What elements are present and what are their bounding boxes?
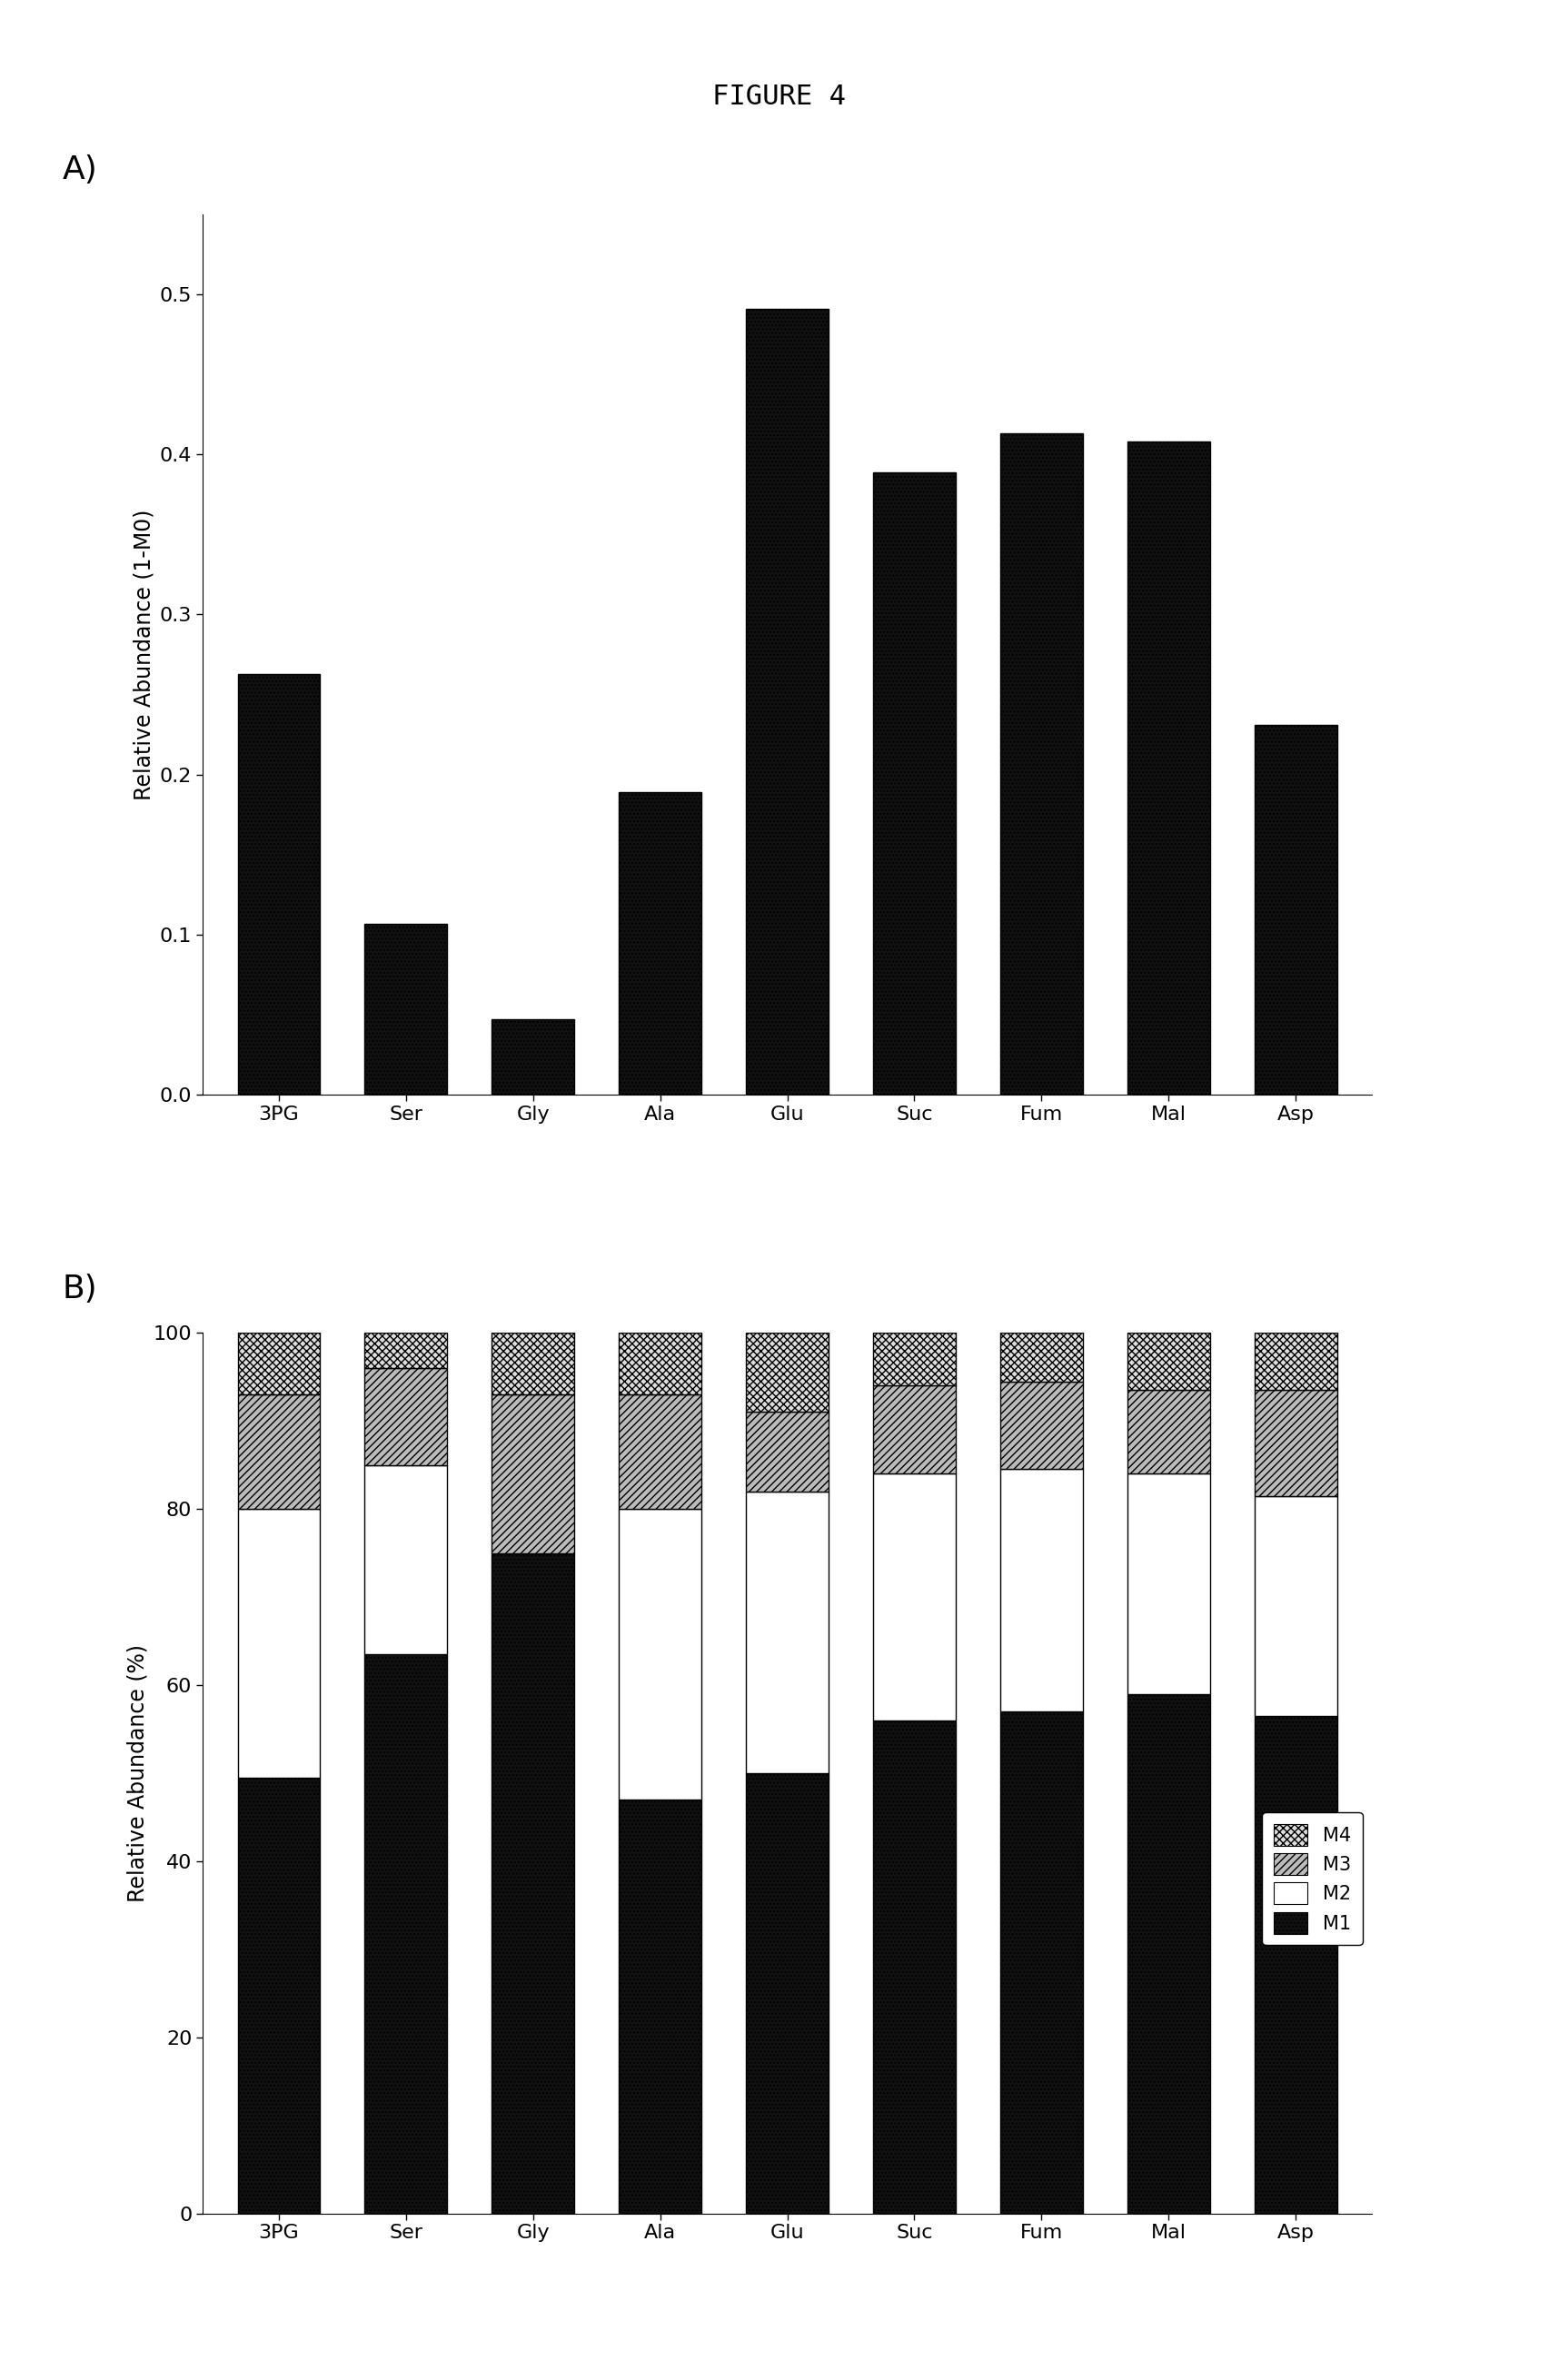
Text: B): B) [62,1273,98,1304]
Bar [365,1464,447,1654]
Bar [365,1368,447,1464]
Text: FIGURE 4: FIGURE 4 [712,83,847,109]
Bar [1255,1333,1338,1390]
Legend: M4, M3, M2, M1: M4, M3, M2, M1 [1263,1811,1363,1944]
Bar [747,309,828,1095]
Bar [1001,1380,1084,1468]
Bar [491,1552,574,2213]
Bar [1255,1495,1338,1716]
Bar [619,1333,702,1395]
Bar [365,1333,447,1368]
Bar [237,1778,320,2213]
Bar [1001,1468,1084,1711]
Bar [1001,433,1084,1095]
Bar [491,1333,574,1395]
Bar [873,471,956,1095]
Bar [491,1019,574,1095]
Bar [1255,1716,1338,2213]
Bar [237,1395,320,1509]
Bar [619,1509,702,1799]
Bar [1127,1473,1210,1695]
Bar [365,923,447,1095]
Bar [873,1333,956,1385]
Bar [1255,726,1338,1095]
Bar [619,1799,702,2213]
Bar [237,1509,320,1778]
Bar [1001,1711,1084,2213]
Bar [1255,1390,1338,1495]
Bar [747,1333,828,1411]
Bar [873,1385,956,1473]
Bar [1127,1333,1210,1390]
Bar [873,1473,956,1721]
Y-axis label: Relative Abundance (1-M0): Relative Abundance (1-M0) [133,509,154,800]
Bar [873,1721,956,2213]
Bar [1127,443,1210,1095]
Bar [1127,1390,1210,1473]
Bar [747,1492,828,1773]
Bar [237,1333,320,1395]
Bar [619,793,702,1095]
Bar [491,1395,574,1552]
Bar [747,1773,828,2213]
Bar [237,674,320,1095]
Bar [619,1395,702,1509]
Text: A): A) [62,155,98,186]
Bar [365,1654,447,2213]
Bar [1001,1333,1084,1380]
Bar [1127,1695,1210,2213]
Y-axis label: Relative Abundance (%): Relative Abundance (%) [126,1645,148,1902]
Bar [747,1411,828,1492]
